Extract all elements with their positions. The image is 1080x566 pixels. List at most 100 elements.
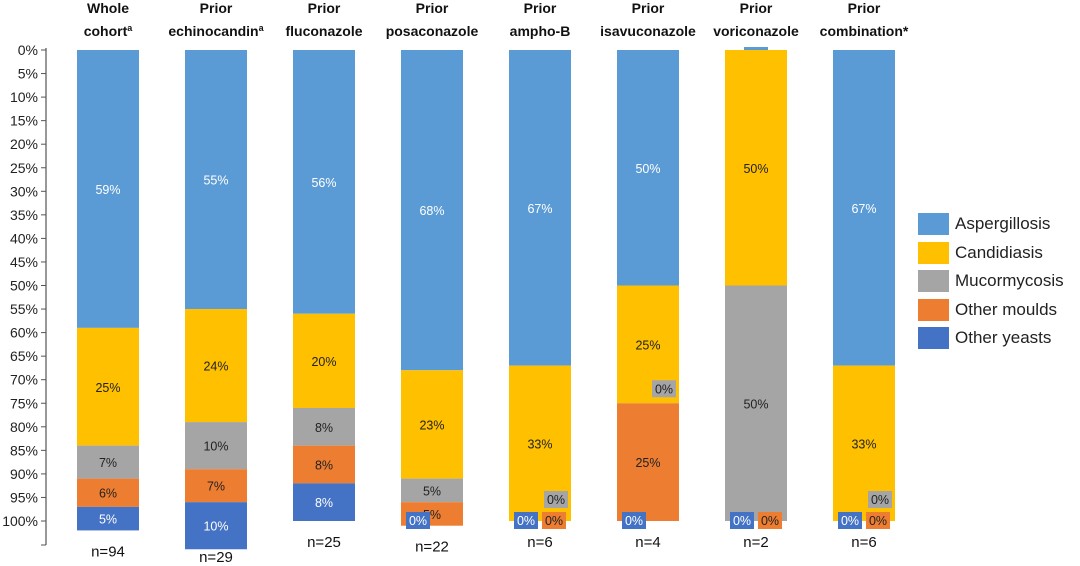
legend-label: Other moulds bbox=[955, 299, 1058, 319]
sample-size-label: n=22 bbox=[415, 539, 449, 556]
zero-label-box bbox=[622, 512, 646, 529]
bar-segment-label: 67% bbox=[527, 202, 552, 216]
bar-segment-label: 23% bbox=[419, 418, 444, 432]
bar-segment-label: 25% bbox=[95, 381, 120, 395]
y-tick-label: 10% bbox=[10, 89, 38, 105]
legend-swatch bbox=[918, 270, 949, 293]
zero-label-box bbox=[758, 512, 782, 529]
zero-label-box bbox=[652, 380, 676, 398]
legend-swatch bbox=[918, 213, 949, 236]
zero-label-box bbox=[730, 512, 754, 529]
category-header-line2: ampho-B bbox=[510, 23, 571, 39]
header-superscript: a bbox=[259, 23, 265, 33]
bar-segment-label: 0% bbox=[871, 493, 889, 507]
bar-segment-aspergillosis bbox=[293, 50, 355, 314]
bar-segment-aspergillosis bbox=[509, 50, 571, 366]
y-tick-label: 25% bbox=[10, 160, 38, 176]
bar-segment-label: 25% bbox=[635, 338, 660, 352]
sample-size-label: n=94 bbox=[91, 543, 125, 560]
zero-label-box bbox=[868, 491, 892, 508]
bar-segment-candidiasis bbox=[401, 370, 463, 479]
category-header-line2: cohorta bbox=[84, 23, 134, 39]
y-tick-label: 50% bbox=[10, 278, 38, 294]
legend-item: Mucormycosis bbox=[918, 267, 1064, 296]
bar-stack: 56% 20% 8% 8% 8% bbox=[293, 50, 355, 521]
sample-size-label: n=25 bbox=[307, 534, 341, 551]
legend-label: Candidiasis bbox=[955, 242, 1043, 262]
bar-segment-aspergillosis bbox=[833, 50, 895, 366]
legend-swatch bbox=[918, 298, 949, 321]
legend-label: Other yeasts bbox=[955, 328, 1052, 348]
category-header-line1: Prior bbox=[308, 0, 341, 16]
bar-segment-label: 50% bbox=[743, 397, 768, 411]
bar-segment-mucormycosis bbox=[293, 407, 355, 446]
bar-segment-label: 50% bbox=[743, 162, 768, 176]
legend-swatch bbox=[918, 241, 949, 264]
bar-segment-label: 50% bbox=[635, 162, 660, 176]
bar-segment-label: 10% bbox=[203, 440, 228, 454]
y-tick-label: 40% bbox=[10, 230, 38, 246]
category-header-line1: Prior bbox=[740, 0, 773, 16]
bar-segment-label: 7% bbox=[207, 480, 225, 494]
sample-size-label: n=6 bbox=[527, 534, 552, 551]
bar-segment-label: 5% bbox=[423, 484, 441, 498]
bar-segment-mucormycosis bbox=[185, 422, 247, 470]
y-tick-label: 75% bbox=[10, 395, 38, 411]
bar-segment-mucormycosis bbox=[725, 285, 787, 521]
category-header-line1: Prior bbox=[200, 0, 233, 16]
bar-segment-other-yeasts bbox=[185, 502, 247, 550]
bar-segment-label: 68% bbox=[419, 204, 444, 218]
category-header-line1: Prior bbox=[848, 0, 881, 16]
bar-segment-candidiasis bbox=[185, 309, 247, 423]
bar-segment-label: 10% bbox=[203, 520, 228, 534]
bar-segment-aspergillosis bbox=[185, 50, 247, 310]
bar-segment-label: 0% bbox=[733, 514, 751, 528]
sample-size-label: n=2 bbox=[743, 534, 768, 551]
bar-stack: 68%23%5%5%0% bbox=[401, 50, 463, 529]
y-tick-label: 90% bbox=[10, 466, 38, 482]
bar-segment-aspergillosis bbox=[401, 50, 463, 371]
sample-size-label: n=29 bbox=[199, 549, 233, 566]
bar-stack: 59% 25% 7% 6% 5% bbox=[77, 50, 139, 531]
bar-segment-aspergillosis bbox=[617, 50, 679, 286]
y-tick-label: 55% bbox=[10, 301, 38, 317]
category-header-line2: fluconazole bbox=[285, 23, 362, 39]
bar-segment-label: 0% bbox=[761, 514, 779, 528]
bar-segment-mucormycosis bbox=[77, 445, 139, 479]
category-header-line2: posaconazole bbox=[386, 23, 479, 39]
bar-segment-label: 25% bbox=[635, 456, 660, 470]
legend-item: Aspergillosis bbox=[918, 210, 1064, 239]
bar-segment-label: 0% bbox=[869, 514, 887, 528]
bar-segment-label: 0% bbox=[841, 514, 859, 528]
bar-segment-candidiasis bbox=[293, 313, 355, 408]
chart-legend: Aspergillosis Candidiasis Mucormycosis Othe… bbox=[918, 210, 1064, 353]
y-tick-label: 100% bbox=[2, 513, 38, 529]
bar-stack: 67% 33% 0% 0% 0% bbox=[833, 50, 895, 529]
bar-segment-label: 0% bbox=[409, 514, 427, 528]
legend-label: Aspergillosis bbox=[955, 214, 1051, 234]
bar-segment-label: 33% bbox=[851, 437, 876, 451]
legend-item: Other moulds bbox=[918, 296, 1064, 325]
legend-item: Other yeasts bbox=[918, 324, 1064, 353]
bar-segment-label: 0% bbox=[545, 514, 563, 528]
bar-stack: 67% 33% 0% 0% 0% bbox=[509, 50, 571, 529]
bar-segment-candidiasis bbox=[77, 327, 139, 446]
y-tick-label: 15% bbox=[10, 113, 38, 129]
bar-segment-label: 20% bbox=[311, 355, 336, 369]
bar-segment-other-moulds bbox=[77, 478, 139, 507]
category-header-line1: Whole bbox=[87, 0, 129, 16]
bar-segment-candidiasis bbox=[725, 50, 787, 286]
y-tick-label: 45% bbox=[10, 254, 38, 270]
bar-segment-label: 33% bbox=[527, 437, 552, 451]
bar-segment-label: 0% bbox=[625, 514, 643, 528]
y-tick-label: 70% bbox=[10, 372, 38, 388]
legend-label: Mucormycosis bbox=[955, 271, 1064, 291]
bar-segment-mucormycosis bbox=[401, 478, 463, 503]
bar-segment-label: 8% bbox=[315, 421, 333, 435]
legend-item: Candidiasis bbox=[918, 239, 1064, 268]
legend-swatch bbox=[918, 327, 949, 350]
bar-segment-label: 55% bbox=[203, 174, 228, 188]
bar-segment-label: 24% bbox=[203, 360, 228, 374]
sample-size-label: n=6 bbox=[851, 534, 876, 551]
